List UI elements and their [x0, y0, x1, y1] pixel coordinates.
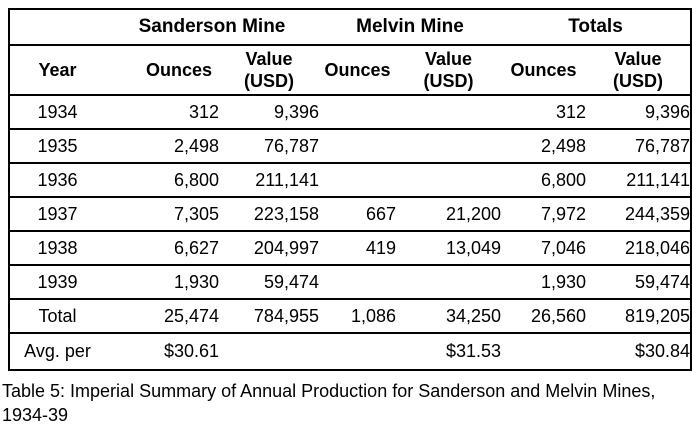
year-cell: Total: [9, 299, 105, 334]
table-cell: [501, 333, 586, 371]
table-cell: 784,955: [219, 299, 319, 334]
table-cell: 204,997: [219, 231, 319, 266]
table-cell: 312: [501, 95, 586, 130]
table-cell: $30.84: [586, 333, 692, 371]
table-cell: 34,250: [396, 299, 501, 334]
table-cell: 59,474: [586, 265, 692, 300]
year-cell: 1937: [9, 197, 105, 232]
table-row-1938: 1938 6,627 204,997 419 13,049 7,046 218,…: [9, 231, 692, 266]
col-header-totals-ounces: Ounces: [501, 45, 586, 96]
col-header-totals-value-label: Value (USD): [613, 49, 663, 91]
table-cell: 76,787: [219, 129, 319, 164]
table-cell: [319, 95, 396, 130]
table-cell: 76,787: [586, 129, 692, 164]
col-header-sanderson-ounces: Ounces: [105, 45, 219, 96]
table-cell: [319, 333, 396, 371]
table-cell: 6,627: [105, 231, 219, 266]
table-cell: 6,800: [105, 163, 219, 198]
col-header-melvin-value: Value (USD): [396, 45, 501, 96]
table-cell: 312: [105, 95, 219, 130]
year-cell: Avg. per: [9, 333, 105, 371]
table-cell: [319, 265, 396, 300]
table-cell: 7,305: [105, 197, 219, 232]
table-cell: 211,141: [219, 163, 319, 198]
table-cell: 244,359: [586, 197, 692, 232]
table-cell: 13,049: [396, 231, 501, 266]
table-cell: 2,498: [105, 129, 219, 164]
col-header-year: Year: [9, 45, 105, 96]
table-cell: $30.61: [105, 333, 219, 371]
table-cell: [396, 129, 501, 164]
table-cell: 21,200: [396, 197, 501, 232]
table-cell: 9,396: [219, 95, 319, 130]
table-cell: [219, 333, 319, 371]
group-header-melvin-mine: Melvin Mine: [319, 9, 501, 46]
table-cell: [396, 265, 501, 300]
table-cell: [319, 129, 396, 164]
group-header-spacer: [9, 9, 105, 46]
table-cell: 1,086: [319, 299, 396, 334]
table-row-avg-per: Avg. per $30.61 $31.53 $30.84: [9, 333, 692, 371]
col-header-totals-value: Value (USD): [586, 45, 692, 96]
table-cell: 7,972: [501, 197, 586, 232]
group-header-sanderson-mine: Sanderson Mine: [105, 9, 319, 46]
table-row-1935: 1935 2,498 76,787 2,498 76,787: [9, 129, 692, 164]
table-cell: 9,396: [586, 95, 692, 130]
col-header-melvin-ounces: Ounces: [319, 45, 396, 96]
group-header-totals: Totals: [501, 9, 692, 46]
table-cell: 6,800: [501, 163, 586, 198]
table-row-1936: 1936 6,800 211,141 6,800 211,141: [9, 163, 692, 198]
table-row-1939: 1939 1,930 59,474 1,930 59,474: [9, 265, 692, 300]
table-cell: $31.53: [396, 333, 501, 371]
table-cell: [319, 163, 396, 198]
table-cell: 419: [319, 231, 396, 266]
table-cell: 223,158: [219, 197, 319, 232]
year-cell: 1935: [9, 129, 105, 164]
table-row-1934: 1934 312 9,396 312 9,396: [9, 95, 692, 130]
table-cell: 2,498: [501, 129, 586, 164]
table-cell: 25,474: [105, 299, 219, 334]
year-cell: 1934: [9, 95, 105, 130]
year-cell: 1939: [9, 265, 105, 300]
table-cell: 218,046: [586, 231, 692, 266]
table-row-1937: 1937 7,305 223,158 667 21,200 7,972 244,…: [9, 197, 692, 232]
col-header-sanderson-value-label: Value (USD): [244, 49, 294, 91]
table-cell: 7,046: [501, 231, 586, 266]
production-table: Sanderson Mine Melvin Mine Totals Year O…: [8, 8, 692, 371]
table-cell: [396, 163, 501, 198]
table-cell: 26,560: [501, 299, 586, 334]
table-cell: 1,930: [105, 265, 219, 300]
table-cell: 1,930: [501, 265, 586, 300]
col-header-sanderson-value: Value (USD): [219, 45, 319, 96]
column-header-row: Year Ounces Value (USD) Ounces Value (US…: [9, 45, 692, 96]
table-cell: 211,141: [586, 163, 692, 198]
col-header-melvin-value-label: Value (USD): [423, 49, 474, 91]
table-cell: 59,474: [219, 265, 319, 300]
table-caption: Table 5: Imperial Summary of Annual Prod…: [2, 381, 656, 425]
table-cell: 819,205: [586, 299, 692, 334]
table-row-total: Total 25,474 784,955 1,086 34,250 26,560…: [9, 299, 692, 334]
group-header-row: Sanderson Mine Melvin Mine Totals: [9, 9, 692, 46]
table-cell: 667: [319, 197, 396, 232]
year-cell: 1936: [9, 163, 105, 198]
table-cell: [396, 95, 501, 130]
year-cell: 1938: [9, 231, 105, 266]
